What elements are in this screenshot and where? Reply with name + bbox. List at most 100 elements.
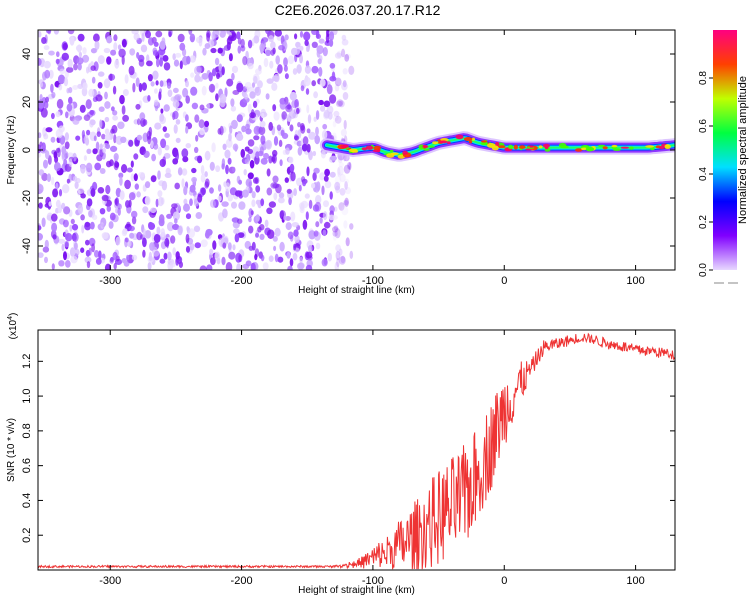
noise-speckle <box>255 214 260 222</box>
noise-speckle <box>103 47 111 54</box>
noise-speckle <box>38 202 43 209</box>
noise-speckle <box>58 84 63 91</box>
noise-speckle <box>182 48 187 57</box>
noise-speckle <box>174 94 182 101</box>
noise-speckle <box>273 136 279 146</box>
ridge-peak <box>340 145 349 149</box>
noise-speckle <box>94 40 100 50</box>
noise-speckle <box>325 33 330 44</box>
noise-speckle <box>76 57 84 65</box>
noise-speckle <box>150 207 157 214</box>
noise-speckle <box>128 225 135 232</box>
noise-speckle <box>286 188 292 194</box>
noise-speckle <box>334 52 342 59</box>
noise-speckle <box>209 187 214 194</box>
noise-speckle <box>273 245 277 252</box>
ridge-peak <box>422 144 429 149</box>
noise-speckle <box>204 178 210 188</box>
noise-speckle <box>329 75 337 82</box>
noise-speckle <box>228 251 236 260</box>
colorbar <box>713 30 737 270</box>
noise-speckle <box>286 251 291 259</box>
noise-speckle <box>175 151 179 161</box>
noise-speckle <box>337 165 344 176</box>
noise-speckle <box>166 82 172 89</box>
noise-speckle <box>69 36 75 46</box>
noise-speckle <box>322 47 328 57</box>
noise-speckle <box>124 74 129 84</box>
noise-speckle <box>322 211 328 221</box>
noise-speckle <box>172 247 176 256</box>
noise-speckle <box>299 31 304 38</box>
noise-speckle <box>237 45 242 54</box>
noise-speckle <box>212 30 220 38</box>
noise-speckle <box>319 78 326 87</box>
noise-speckle <box>43 45 50 51</box>
noise-speckle <box>268 201 276 208</box>
noise-speckle <box>245 178 252 187</box>
noise-speckle <box>142 119 148 126</box>
noise-speckle <box>303 76 311 87</box>
noise-speckle <box>212 240 217 250</box>
noise-speckle <box>225 262 233 270</box>
noise-speckle <box>312 150 317 157</box>
noise-speckle <box>114 198 118 205</box>
noise-speckle <box>289 163 295 173</box>
noise-speckle <box>229 125 233 135</box>
noise-speckle <box>72 234 77 242</box>
noise-speckle <box>131 216 137 225</box>
noise-speckle <box>303 31 311 41</box>
noise-speckle <box>161 180 168 191</box>
noise-speckle <box>315 221 320 228</box>
noise-speckle <box>225 138 233 148</box>
noise-speckle <box>262 262 269 270</box>
noise-speckle <box>206 32 211 42</box>
noise-speckle <box>295 41 301 48</box>
noise-speckle <box>332 233 337 241</box>
noise-speckle <box>55 182 59 190</box>
noise-speckle <box>253 75 258 84</box>
noise-speckle <box>119 94 125 105</box>
noise-speckle <box>279 241 285 252</box>
noise-speckle <box>263 57 269 68</box>
noise-speckle <box>313 91 318 99</box>
noise-speckle <box>166 213 173 219</box>
noise-speckle <box>253 125 261 135</box>
ridge-peak <box>645 145 654 148</box>
noise-speckle <box>171 203 178 209</box>
noise-speckle <box>245 123 250 131</box>
noise-speckle <box>247 62 254 70</box>
noise-speckle <box>198 38 203 47</box>
noise-speckle <box>238 201 246 210</box>
noise-speckle <box>336 99 344 107</box>
noise-speckle <box>274 227 281 237</box>
noise-speckle <box>68 87 73 94</box>
noise-speckle <box>66 152 74 158</box>
noise-speckle <box>173 59 180 67</box>
noise-speckle <box>38 169 45 176</box>
noise-speckle <box>268 121 274 131</box>
noise-speckle <box>277 64 283 74</box>
noise-speckle <box>321 130 328 140</box>
noise-speckle <box>199 265 207 270</box>
noise-speckle <box>272 104 277 112</box>
noise-speckle <box>304 65 311 74</box>
ridge-peak <box>373 145 382 151</box>
noise-speckle <box>59 68 66 75</box>
noise-speckle <box>265 139 273 150</box>
noise-speckle <box>38 233 43 241</box>
noise-speckle <box>126 254 130 261</box>
noise-speckle <box>162 126 167 132</box>
noise-speckle <box>104 116 110 123</box>
noise-speckle <box>43 159 48 169</box>
noise-speckle <box>297 146 303 156</box>
noise-speckle <box>308 245 313 253</box>
noise-speckle <box>157 196 164 207</box>
noise-speckle <box>290 171 296 182</box>
noise-speckle <box>294 47 301 55</box>
noise-speckle <box>315 194 322 205</box>
noise-speckle <box>64 240 70 248</box>
noise-speckle <box>183 185 188 196</box>
ridge-peak <box>508 144 514 150</box>
noise-speckle <box>97 55 105 65</box>
